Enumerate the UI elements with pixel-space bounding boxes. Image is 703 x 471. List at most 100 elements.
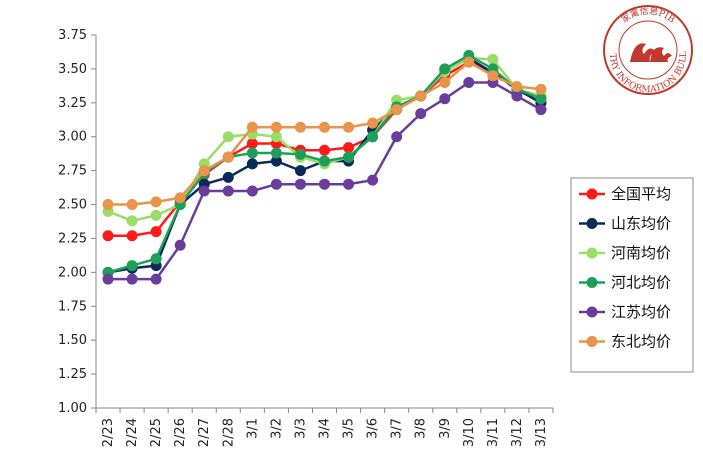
data-point [102,199,114,211]
legend-item: 河北均价 [579,274,671,292]
y-tick-label: 3.50 [58,62,87,77]
data-point [294,148,306,160]
x-tick-label: 3/4 [318,418,333,439]
legend-label: 东北均价 [611,333,671,351]
x-tick-label: 3/3 [293,418,308,439]
data-point [367,131,379,143]
legend-swatch-marker [586,218,598,229]
y-tick-label: 3.00 [58,130,87,145]
legend-label: 全国平均 [611,185,671,203]
data-point [246,185,258,197]
legend-swatch-marker [586,247,598,259]
data-point [246,121,258,133]
x-tick-label: 3/5 [342,418,357,439]
data-point [222,131,234,143]
legend-item: 山东均价 [579,215,671,233]
data-point [391,131,403,143]
y-tick-label: 2.50 [58,198,87,213]
legend-label: 江苏均价 [611,303,671,321]
legend-swatch-marker [586,306,598,318]
data-point [511,90,523,102]
data-point [343,142,355,154]
x-tick-label: 3/9 [438,418,453,439]
legend-item: 全国平均 [579,185,671,203]
x-tick-label: 2/26 [173,418,188,447]
data-point [270,131,282,143]
x-tick-label: 3/12 [510,418,525,447]
x-tick-label: 3/10 [462,418,477,447]
x-axis-ticks: 2/23 2/24 2/25 2/26 2/27 2/28 3/1 3/2 3/3 3/4 3/5 3… [95,408,554,447]
hen-icon [650,47,672,62]
x-tick-label: 3/11 [486,418,501,447]
data-point [198,185,210,197]
data-point [319,178,330,190]
legend-label: 河北均价 [611,274,671,292]
legend-label: 山东均价 [611,215,671,233]
x-tick-label: 2/25 [149,418,164,447]
legend-swatch-marker [586,277,598,288]
data-point [463,56,475,68]
data-point [487,70,499,82]
y-axis-ticks: 1.00 1.25 1.50 1.75 2.00 2.25 2.50 2.75 3.00 3.25… [58,28,96,416]
data-point [343,151,355,163]
x-tick-label: 3/2 [269,418,284,439]
data-point [439,93,451,105]
data-point [222,171,234,183]
data-point [126,230,138,242]
data-point [511,81,523,93]
y-tick-label: 1.00 [58,401,87,416]
data-point [246,158,258,170]
logo-text-en: POULTRY INFORMATION BULLETIN [0,0,689,95]
y-tick-label: 1.75 [58,299,87,314]
data-point [174,239,186,251]
data-point [535,104,547,116]
x-tick-label: 2/27 [197,418,212,447]
data-point [126,199,138,211]
y-tick-label: 3.25 [58,96,87,111]
x-tick-label: 2/23 [101,418,116,447]
data-point [343,121,355,133]
data-point [198,165,210,177]
data-point [439,63,451,75]
data-point [150,196,162,208]
data-point [294,165,306,177]
data-point [487,53,499,65]
data-point [535,93,547,105]
data-point [102,273,114,285]
legend-item: 东北均价 [579,333,671,351]
data-point [126,215,138,227]
x-tick-label: 2/24 [125,418,140,447]
data-point [270,147,282,159]
data-point [270,155,282,167]
data-point [294,178,306,190]
data-point [222,151,234,163]
legend-item: 河南均价 [579,244,671,262]
x-tick-label: 3/13 [534,418,549,447]
y-tick-label: 1.50 [58,333,87,348]
poultry-logo: 家禽信息PIBPOULTRY INFORMATION BULLETIN [0,0,693,95]
y-tick-label: 2.00 [58,265,87,280]
data-point [222,185,234,197]
data-point [367,174,379,186]
legend-swatch-marker [586,336,598,347]
x-tick-label: 2/28 [221,418,236,447]
x-tick-label: 3/7 [390,418,405,439]
data-point [246,138,258,150]
data-point [126,273,138,285]
logo-ring-inner [618,20,678,80]
data-point [150,273,162,285]
data-point [150,209,162,221]
data-point [319,121,330,133]
data-point [463,76,475,88]
data-point [294,121,306,133]
series-layer [102,49,547,285]
data-point [415,108,427,120]
series-6 [102,56,547,211]
chart-axes [95,35,553,409]
data-point [367,117,379,129]
x-tick-label: 3/8 [414,418,429,439]
data-point [174,192,186,204]
y-tick-label: 1.25 [58,367,87,382]
